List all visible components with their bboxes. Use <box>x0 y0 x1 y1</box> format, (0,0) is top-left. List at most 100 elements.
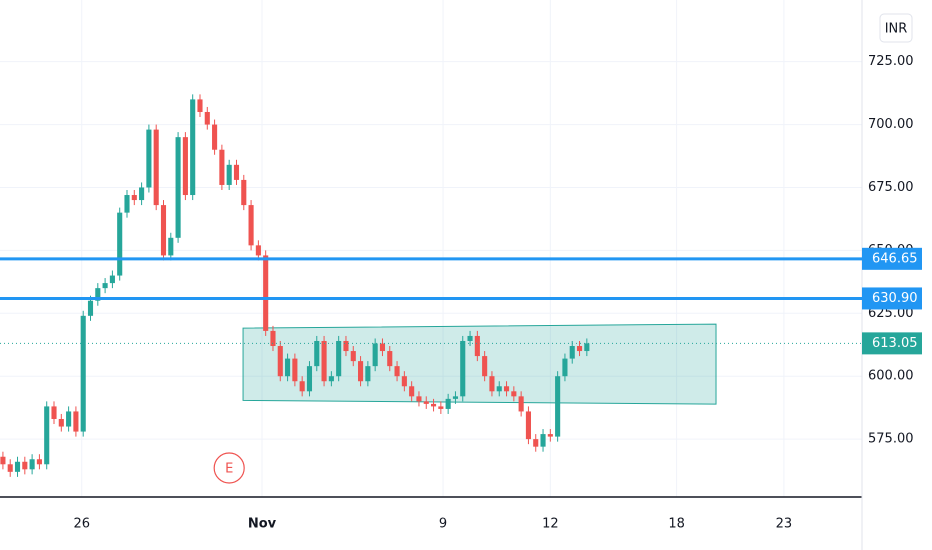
candle-body <box>576 346 583 352</box>
candle-body <box>482 356 488 377</box>
candle-body <box>233 164 240 180</box>
candle-body <box>547 434 553 437</box>
candle-body <box>109 275 115 284</box>
candle-body <box>29 459 35 470</box>
candle-body <box>555 376 561 437</box>
candle-body <box>277 346 283 377</box>
level-label: 646.65 <box>872 251 918 266</box>
y-tick-label: 675.00 <box>868 180 914 195</box>
candle-body <box>168 237 174 256</box>
candle-body <box>255 245 261 256</box>
candle-body <box>95 288 101 301</box>
y-tick-label: 600.00 <box>868 369 914 384</box>
candle-body <box>204 111 210 125</box>
candle-body <box>452 396 459 399</box>
candle-body <box>540 434 546 447</box>
candle-body <box>153 129 159 206</box>
candle-body <box>0 456 6 465</box>
candle-body <box>58 418 64 427</box>
candle-body <box>431 403 437 407</box>
candle-body <box>299 381 305 392</box>
candle-body <box>336 340 342 377</box>
x-tick-label: 26 <box>73 517 90 532</box>
level-label-box <box>862 287 922 310</box>
candle-body <box>511 391 517 397</box>
candle-body <box>445 398 451 409</box>
candle-body <box>533 439 539 447</box>
candle-body <box>270 330 276 347</box>
level-label: 630.90 <box>872 291 918 306</box>
candle-body <box>226 164 232 185</box>
candle-body <box>292 358 298 382</box>
candle-body <box>423 401 429 404</box>
candle-body <box>503 386 510 392</box>
candle-body <box>160 205 167 256</box>
candle-body <box>285 358 291 377</box>
currency-box <box>879 13 913 43</box>
candle-body <box>416 396 422 402</box>
candle-body <box>241 179 247 206</box>
last-price-box <box>862 332 922 355</box>
candle-body <box>409 386 415 397</box>
candle-body <box>182 137 188 196</box>
candle-body <box>365 366 371 382</box>
candle-body <box>124 195 130 213</box>
y-tick-label: 625.00 <box>868 306 914 321</box>
event-marker <box>213 452 245 484</box>
candle-body <box>80 315 86 432</box>
candle-body <box>343 340 349 352</box>
candle-body <box>51 406 57 419</box>
candle-body <box>146 129 152 188</box>
candle-body <box>66 411 72 427</box>
candle-body <box>562 358 568 377</box>
candle-body <box>7 464 13 472</box>
channel <box>242 323 717 405</box>
candle-body <box>36 459 42 465</box>
candle-body <box>131 195 137 201</box>
candle-body <box>314 340 320 367</box>
x-tick-label: 12 <box>542 517 559 532</box>
candle-body <box>387 351 393 367</box>
y-tick-label: 575.00 <box>868 432 914 447</box>
last-price-label: 613.05 <box>872 336 918 351</box>
candle-body <box>328 376 334 382</box>
candle-body <box>518 396 524 412</box>
currency-label: INR <box>885 22 908 37</box>
candle-body <box>263 255 269 331</box>
candle-body <box>467 335 473 341</box>
candle-body <box>117 212 123 276</box>
candle-body <box>248 205 254 246</box>
candle-body <box>102 283 108 289</box>
candle-body <box>197 99 203 112</box>
candle-body <box>321 340 327 382</box>
candle-body <box>438 406 444 409</box>
candle-body <box>525 411 531 440</box>
level-label-box <box>862 247 922 270</box>
candle-body <box>87 300 94 316</box>
candle-body <box>474 335 480 357</box>
x-tick-label: 18 <box>668 517 685 532</box>
candle-body <box>175 137 181 238</box>
candle-body <box>569 346 575 359</box>
y-tick-label: 700.00 <box>868 117 914 132</box>
x-tick-label: 9 <box>439 517 447 532</box>
x-tick-label: Nov <box>248 517 277 532</box>
candle-body <box>489 376 495 392</box>
candle-body <box>219 149 225 185</box>
candle-body <box>139 187 145 201</box>
candle-body <box>350 351 356 362</box>
candle-body <box>372 343 378 367</box>
candle-body <box>212 124 218 150</box>
candle-body <box>190 99 196 196</box>
candle-body <box>401 376 407 387</box>
candle-body <box>379 343 386 352</box>
candle-body <box>306 366 313 392</box>
candle-body <box>358 361 364 382</box>
candle-body <box>14 461 21 472</box>
candle-body <box>22 461 28 470</box>
candle-body <box>496 386 502 392</box>
candle-body <box>73 411 79 432</box>
x-tick-label: 23 <box>776 517 793 532</box>
